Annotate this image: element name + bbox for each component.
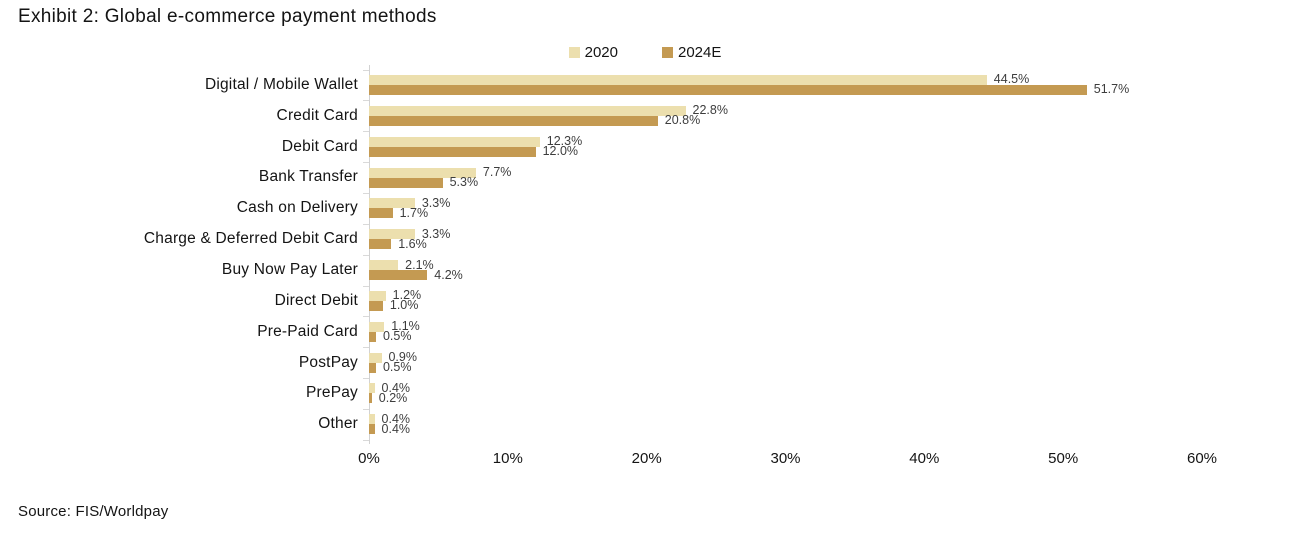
value-label-2024e: 0.4%: [381, 421, 411, 436]
value-label-2024e: 0.5%: [382, 360, 412, 375]
bar-2024e: [369, 208, 393, 219]
legend-label-2024e: 2024E: [678, 44, 722, 61]
legend-swatch-2020: [568, 47, 580, 58]
category-label: PostPay: [298, 353, 358, 371]
category-axis-tick: [363, 192, 369, 194]
bar-2020: [369, 74, 987, 85]
bar-2024e: [369, 362, 376, 373]
category-label: Pre-Paid Card: [257, 322, 358, 340]
x-axis-tick-label: 30%: [770, 450, 801, 467]
category-axis-tick: [363, 131, 369, 133]
value-label-2024e: 1.7%: [399, 205, 429, 220]
legend-label-2020: 2020: [584, 44, 618, 61]
value-label-2024e: 12.0%: [542, 144, 579, 159]
bar-2024e: [369, 115, 658, 126]
bar-2024e: [369, 331, 376, 342]
bar-2020: [369, 414, 375, 425]
bar-2024e: [369, 393, 372, 404]
category-axis-tick: [363, 285, 369, 287]
bar-2020: [369, 260, 399, 270]
value-label-2024e: 1.6%: [398, 236, 427, 251]
category-axis-tick: [363, 254, 369, 256]
value-label-2020: 0.9%: [388, 350, 417, 365]
category-label: PrePay: [305, 384, 358, 402]
value-label-2024e: 0.2%: [378, 390, 408, 405]
value-label-2024e: 5.3%: [449, 174, 479, 189]
category-label: Buy Now Pay Later: [221, 261, 358, 279]
legend-item-2020: 2020: [568, 44, 618, 61]
value-label-2020: 7.7%: [482, 164, 512, 179]
chart-legend: 2020 2024E: [0, 44, 1290, 61]
value-label-2020: 22.8%: [692, 103, 728, 118]
category-axis-tick: [363, 69, 369, 71]
category-label: Cash on Delivery: [236, 199, 358, 217]
category-label: Credit Card: [276, 106, 358, 124]
category-axis-tick: [363, 316, 369, 318]
category-axis-tick: [363, 347, 369, 349]
x-axis-tick-label: 0%: [358, 450, 380, 467]
source-note: Source: FIS/Worldpay: [18, 503, 169, 520]
x-axis-tick-label: 20%: [631, 450, 662, 467]
category-axis-tick: [363, 223, 369, 225]
category-label: Charge & Deferred Debit Card: [143, 230, 358, 248]
bar-2020: [369, 290, 386, 301]
category-axis-tick: [363, 162, 369, 164]
value-label-2020: 12.3%: [546, 134, 583, 149]
category-label: Digital / Mobile Wallet: [204, 75, 358, 93]
bar-2020: [369, 229, 415, 240]
bar-2024e: [369, 84, 1087, 95]
bar-2024e: [369, 177, 443, 188]
x-axis-tick-label: 10%: [492, 450, 523, 467]
value-label-2024e: 1.0%: [389, 298, 419, 313]
value-label-2020: 3.3%: [421, 226, 451, 241]
x-axis-tick-label: 60%: [1186, 450, 1218, 467]
value-label-2024e: 0.5%: [382, 329, 412, 344]
x-axis-tick-label: 40%: [909, 450, 940, 467]
value-label-2020: 44.5%: [993, 72, 1030, 87]
value-label-2020: 0.4%: [381, 380, 411, 395]
bar-2020: [369, 198, 415, 209]
category-label: Bank Transfer: [258, 168, 358, 186]
category-axis-tick: [363, 439, 369, 441]
bar-2024e: [369, 424, 375, 435]
category-label: Debit Card: [281, 137, 358, 155]
value-label-2024e: 51.7%: [1093, 82, 1130, 97]
bar-2020: [369, 321, 385, 332]
legend-swatch-2024e: [662, 47, 673, 58]
value-label-2020: 1.2%: [392, 288, 422, 303]
bar-2024e: [369, 300, 383, 311]
bar-2020: [369, 383, 375, 394]
category-axis-tick: [363, 100, 369, 102]
x-axis-tick-label: 50%: [1048, 450, 1079, 467]
value-label-2020: 1.1%: [391, 319, 420, 334]
bar-2024e: [369, 270, 428, 280]
category-label: Direct Debit: [274, 291, 358, 309]
bar-2020: [369, 105, 686, 116]
value-label-2020: 0.4%: [381, 411, 411, 426]
category-axis-tick: [363, 408, 369, 410]
bar-2024e: [369, 146, 536, 157]
bar-2024e: [369, 239, 392, 250]
category-axis-tick: [363, 378, 369, 379]
value-label-2020: 3.3%: [421, 195, 451, 210]
chart-title: Exhibit 2: Global e-commerce payment met…: [18, 6, 437, 27]
legend-item-2024e: 2024E: [662, 44, 721, 61]
bar-2020: [369, 136, 540, 147]
value-label-2020: 2.1%: [405, 257, 434, 272]
category-label: Other: [318, 415, 358, 433]
bar-2020: [369, 167, 476, 178]
value-label-2024e: 20.8%: [664, 113, 701, 128]
value-axis-zero-line: [369, 65, 370, 444]
bar-2020: [369, 352, 382, 363]
value-label-2024e: 4.2%: [434, 267, 463, 282]
